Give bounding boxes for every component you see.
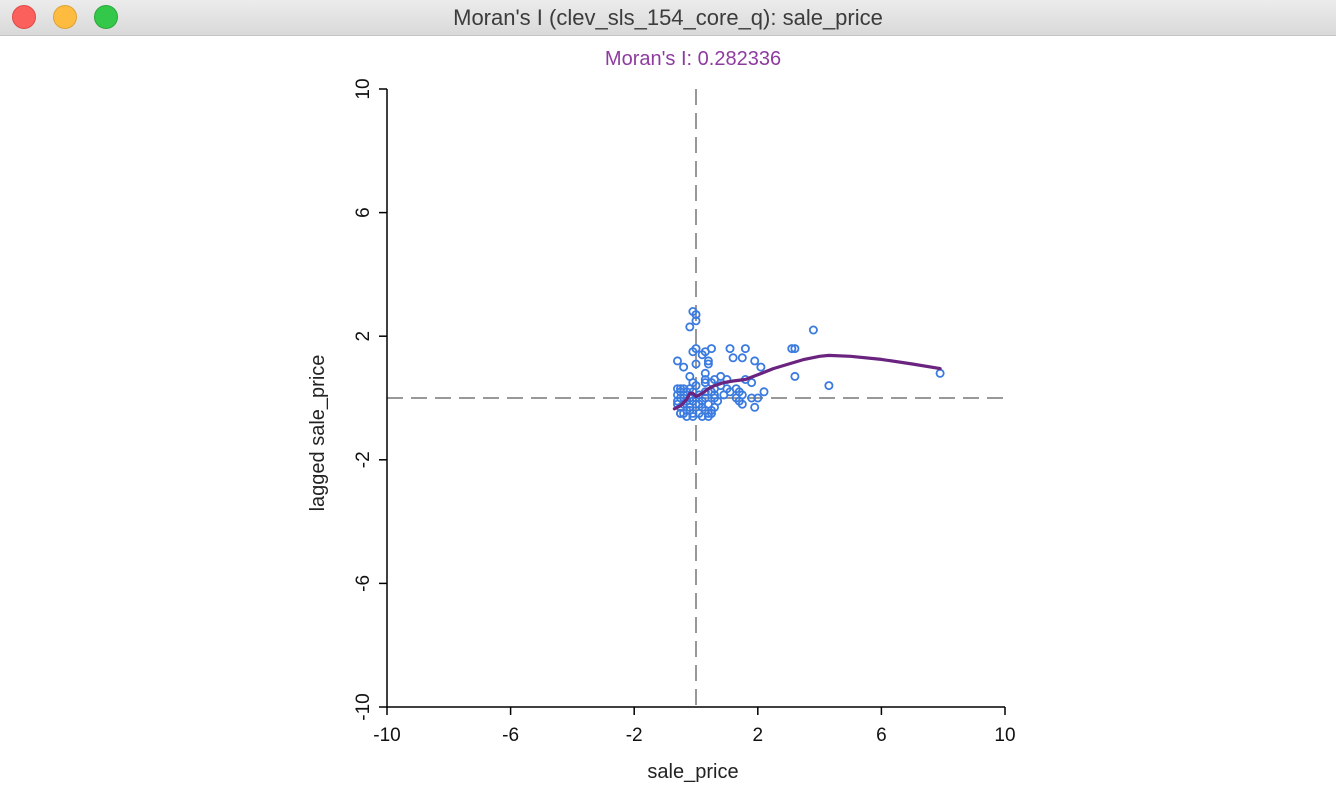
x-tick-label: -2 — [626, 725, 643, 746]
data-point — [703, 359, 713, 369]
data-point — [688, 347, 698, 357]
data-point — [750, 402, 760, 412]
y-axis-label: lagged sale_price — [307, 355, 329, 512]
smoother-line — [672, 353, 942, 411]
x-axis-label: sale_price — [647, 761, 738, 783]
x-tick-label: -10 — [373, 725, 400, 746]
data-point — [808, 325, 818, 335]
data-point — [707, 408, 717, 418]
smoother — [672, 353, 942, 411]
x-tick-label: 6 — [876, 725, 887, 746]
data-point — [790, 371, 800, 381]
x-tick-label: 10 — [994, 725, 1015, 746]
y-tick-label: 6 — [353, 207, 374, 218]
data-point — [691, 359, 701, 369]
data-point — [710, 390, 720, 400]
data-point — [747, 393, 757, 403]
data-point — [710, 374, 720, 384]
y-tick-label: 10 — [353, 78, 374, 99]
data-point — [747, 378, 757, 388]
data-point — [685, 322, 695, 332]
y-tick-label: -10 — [353, 693, 374, 720]
data-point — [691, 316, 701, 326]
data-point — [935, 368, 945, 378]
reference-lines — [387, 89, 1005, 707]
chart-title: Moran's I: 0.282336 — [605, 48, 781, 70]
data-point — [731, 384, 741, 394]
data-point — [728, 353, 738, 363]
y-tick-label: 2 — [353, 331, 374, 342]
close-window-button[interactable] — [12, 5, 36, 29]
data-point — [688, 411, 698, 421]
data-point — [682, 411, 692, 421]
data-point — [737, 353, 747, 363]
data-point — [824, 381, 834, 391]
data-point — [756, 362, 766, 372]
data-point — [697, 411, 707, 421]
minimize-window-button[interactable] — [53, 5, 77, 29]
data-point — [740, 344, 750, 354]
data-point — [759, 387, 769, 397]
x-tick-label: 2 — [753, 725, 764, 746]
y-tick-label: -6 — [353, 575, 374, 592]
data-point — [787, 344, 797, 354]
data-point — [700, 378, 710, 388]
x-tick-label: -6 — [502, 725, 519, 746]
data-points — [673, 306, 945, 421]
axes: -10 -6 -2 2 6 10 -10 -6 -2 2 6 10 — [353, 78, 1016, 746]
data-point — [691, 310, 701, 320]
data-point — [737, 399, 747, 409]
data-point — [697, 350, 707, 360]
data-point — [725, 344, 735, 354]
data-point — [679, 362, 689, 372]
data-point — [703, 356, 713, 366]
data-point — [688, 378, 698, 388]
data-point — [700, 368, 710, 378]
window-title: Moran's I (clev_sls_154_core_q): sale_pr… — [453, 5, 883, 30]
zoom-window-button[interactable] — [94, 5, 118, 29]
data-point — [719, 390, 729, 400]
data-point — [753, 393, 763, 403]
data-point — [750, 356, 760, 366]
data-point — [673, 356, 683, 366]
data-point — [790, 344, 800, 354]
title-bar: Moran's I (clev_sls_154_core_q): sale_pr… — [0, 0, 1336, 36]
y-tick-label: -2 — [353, 451, 374, 468]
moran-scatter-plot[interactable]: Moran's I: 0.282336 -10 -6 -2 2 6 10 -10 -6 -2 2 6… — [0, 36, 1336, 806]
